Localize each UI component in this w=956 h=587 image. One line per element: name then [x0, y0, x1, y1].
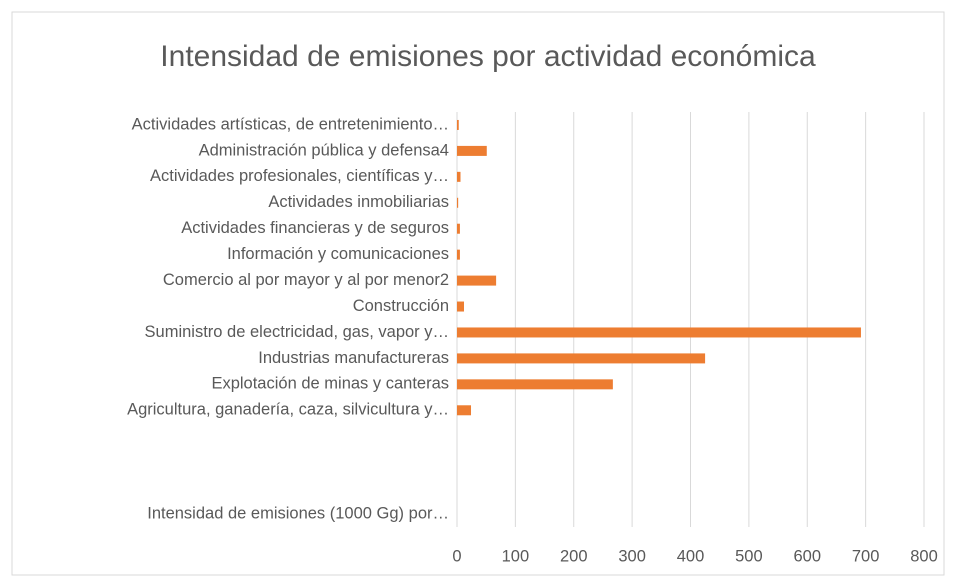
x-tick-label: 800 — [910, 547, 938, 565]
bar — [457, 197, 459, 208]
y-tick-label: Actividades financieras y de seguros — [181, 219, 449, 237]
bar — [457, 353, 706, 364]
x-tick-label: 700 — [852, 547, 880, 565]
bar — [457, 301, 465, 312]
bar — [457, 379, 613, 390]
y-tick-label: Actividades profesionales, científicas y… — [150, 167, 449, 185]
bar — [457, 405, 472, 416]
x-tick-label: 400 — [677, 547, 705, 565]
bar — [457, 327, 861, 338]
y-tick-label: Construcción — [353, 297, 449, 315]
y-tick-label: Información y comunicaciones — [227, 245, 449, 263]
chart-frame — [11, 11, 945, 576]
y-tick-label: Suministro de electricidad, gas, vapor y… — [145, 323, 449, 341]
bar — [457, 119, 459, 130]
y-tick-label: Industrias manufactureras — [258, 349, 449, 367]
bar — [457, 249, 460, 260]
bar — [457, 171, 461, 182]
y-tick-label: Actividades artísticas, de entretenimien… — [132, 115, 449, 133]
bar — [457, 145, 487, 156]
y-tick-label: Comercio al por mayor y al por menor2 — [163, 271, 449, 289]
y-tick-label: Intensidad de emisiones (1000 Gg) por… — [147, 504, 449, 522]
x-tick-label: 100 — [502, 547, 530, 565]
x-tick-label: 0 — [452, 547, 461, 565]
x-tick-label: 600 — [793, 547, 821, 565]
chart-title: Intensidad de emisiones por actividad ec… — [160, 40, 816, 73]
x-tick-label: 300 — [618, 547, 646, 565]
x-tick-label: 200 — [560, 547, 588, 565]
y-tick-label: Administración pública y defensa4 — [199, 141, 449, 159]
bar — [457, 223, 460, 234]
y-tick-label: Actividades inmobiliarias — [268, 193, 449, 211]
bar — [457, 275, 497, 286]
y-tick-label: Agricultura, ganadería, caza, silvicultu… — [127, 401, 449, 419]
y-tick-label: Explotación de minas y canteras — [211, 375, 449, 393]
x-tick-label: 500 — [735, 547, 763, 565]
